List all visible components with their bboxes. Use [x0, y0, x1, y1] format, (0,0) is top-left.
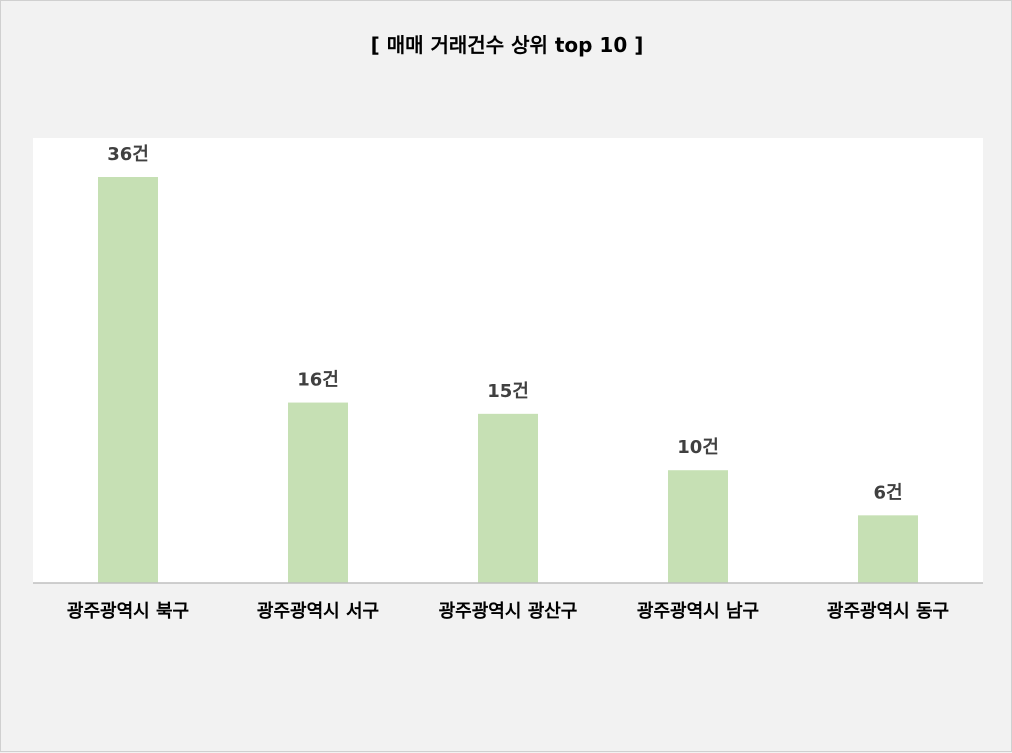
chart-title: [ 매매 거래건수 상위 top 10 ] — [370, 33, 644, 57]
data-label-3: 15건 — [487, 381, 529, 402]
category-label-1: 광주광역시 북구 — [67, 601, 189, 622]
data-label-2: 16건 — [297, 370, 339, 391]
data-label-5: 6건 — [873, 482, 902, 503]
data-labels-group: 36건 16건 15건 10건 6건 — [107, 144, 902, 503]
bar-1 — [98, 177, 158, 583]
data-label-4: 10건 — [677, 437, 719, 458]
bars-group — [98, 177, 918, 583]
category-label-2: 광주광역시 서구 — [257, 601, 379, 622]
data-label-1: 36건 — [107, 144, 149, 165]
bar-2 — [288, 402, 348, 583]
category-label-4: 광주광역시 남구 — [637, 601, 759, 622]
category-label-5: 광주광역시 동구 — [827, 601, 949, 622]
category-labels-group: 광주광역시 북구 광주광역시 서구 광주광역시 광산구 광주광역시 남구 광주광역시 동… — [67, 601, 949, 622]
bar-3 — [478, 413, 538, 583]
bar-4 — [668, 470, 728, 583]
category-label-3: 광주광역시 광산구 — [439, 601, 578, 622]
bar-5 — [858, 515, 918, 583]
